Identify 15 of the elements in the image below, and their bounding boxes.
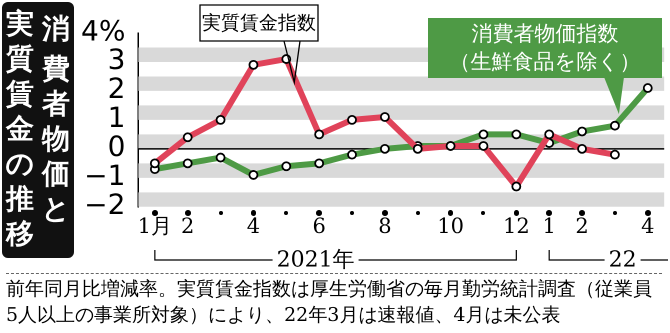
x-tick-label: 4 — [641, 214, 654, 238]
text: 22 — [608, 248, 637, 273]
series-label: 消費者物価指数（生鮮食品を除く） — [450, 21, 640, 74]
x-tick-label: 4 — [246, 214, 260, 238]
x-tick-label: 10 — [437, 214, 464, 238]
x-tick-label: 12 — [502, 214, 530, 238]
x-tick-label: 1 — [542, 214, 556, 238]
x-tick-label: 1月 — [138, 214, 172, 238]
x-tick-label: 6 — [312, 214, 326, 238]
text: 2021年 — [276, 248, 355, 273]
x-tick-label: 8 — [378, 214, 392, 238]
text: 前年同月比増減率。実質賃金指数は厚生労働省の毎月勤労統計調査（従業員5人以上の事業所対象）により、22年3月は速報値、4月は未公表 — [6, 273, 662, 328]
x-tick-label: 2 — [181, 214, 194, 238]
series-label: 実質賃金指数 — [202, 12, 316, 34]
x-tick-label: 2 — [575, 214, 589, 238]
